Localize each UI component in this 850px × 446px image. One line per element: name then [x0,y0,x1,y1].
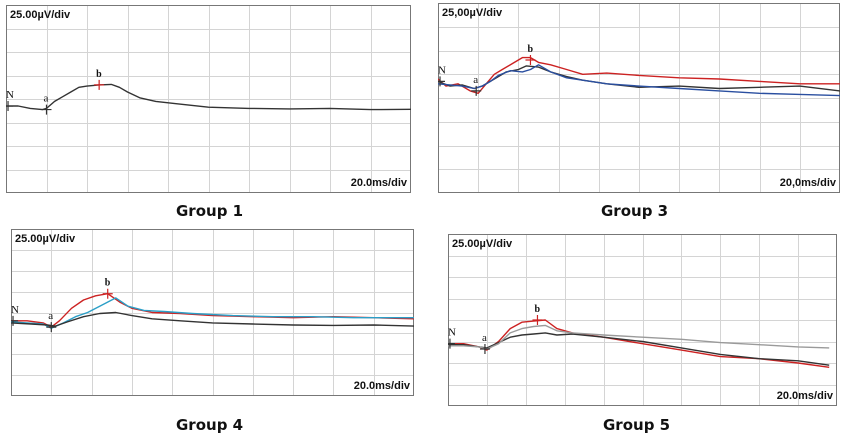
chart-2-marker-a [471,85,482,96]
chart-3-marker-label-N: N [11,304,19,316]
chart-4-amplitude-scale: 25.00µV/div [452,238,513,250]
chart-3-amplitude-scale: 25.00µV/div [15,233,76,245]
chart-1-marker-label-N: N [6,89,14,101]
chart-3-marker-a [46,322,57,333]
chart-4-marker-label-b: b [534,304,540,315]
chart-1-grid [7,6,410,192]
chart-2-marker-label-N: N [438,64,446,76]
chart-2-grid [439,4,839,192]
chart-3-marker-label-a: a [48,310,53,322]
chart-4-marker-label-N: N [448,327,456,339]
chart-1-marker-N [6,101,14,112]
chart-3-marker-b [102,288,113,299]
chart-1-marker-a [41,104,52,115]
chart-3-time-scale: 20.0ms/div [354,380,411,392]
chart-1-amplitude-scale: 25.00µV/div [10,9,71,21]
chart-4-marker-a [479,344,490,355]
chart-1-marker-label-b: b [96,69,102,80]
chart-4-series-2 [448,332,830,366]
chart-2-marker-label-a: a [473,74,478,86]
chart-4-grid [449,235,836,405]
chart-2-amplitude-scale: 25,00µV/div [442,7,503,19]
caption-group-5: Group 5 [603,416,671,434]
chart-4-time-scale: 20.0ms/div [777,390,834,402]
chart-1-marker-label-a: a [44,93,49,105]
chart-4-marker-b [532,315,543,325]
chart-3-frame [11,229,414,396]
chart-2-marker-label-b: b [527,44,533,55]
chart-3-grid [12,230,413,395]
chart-1-marker-b [94,79,105,90]
chart-4-marker-N [448,338,455,349]
chart-2-marker-b [525,55,536,65]
caption-group-1: Group 1 [176,202,244,220]
chart-3-marker-N [11,315,19,326]
chart-1-series-1 [6,83,411,111]
chart-1-time-scale: 20.0ms/div [351,177,408,189]
chart-4-marker-label-a: a [482,332,487,344]
chart-3-series-3 [11,311,414,327]
chart-2-time-scale: 20,0ms/div [780,177,837,189]
chart-2-series-3 [438,64,840,97]
chart-2-marker-N [438,76,446,87]
caption-group-4: Group 4 [176,416,244,434]
chart-3-marker-label-b: b [105,278,111,289]
caption-group-3: Group 3 [601,202,669,220]
